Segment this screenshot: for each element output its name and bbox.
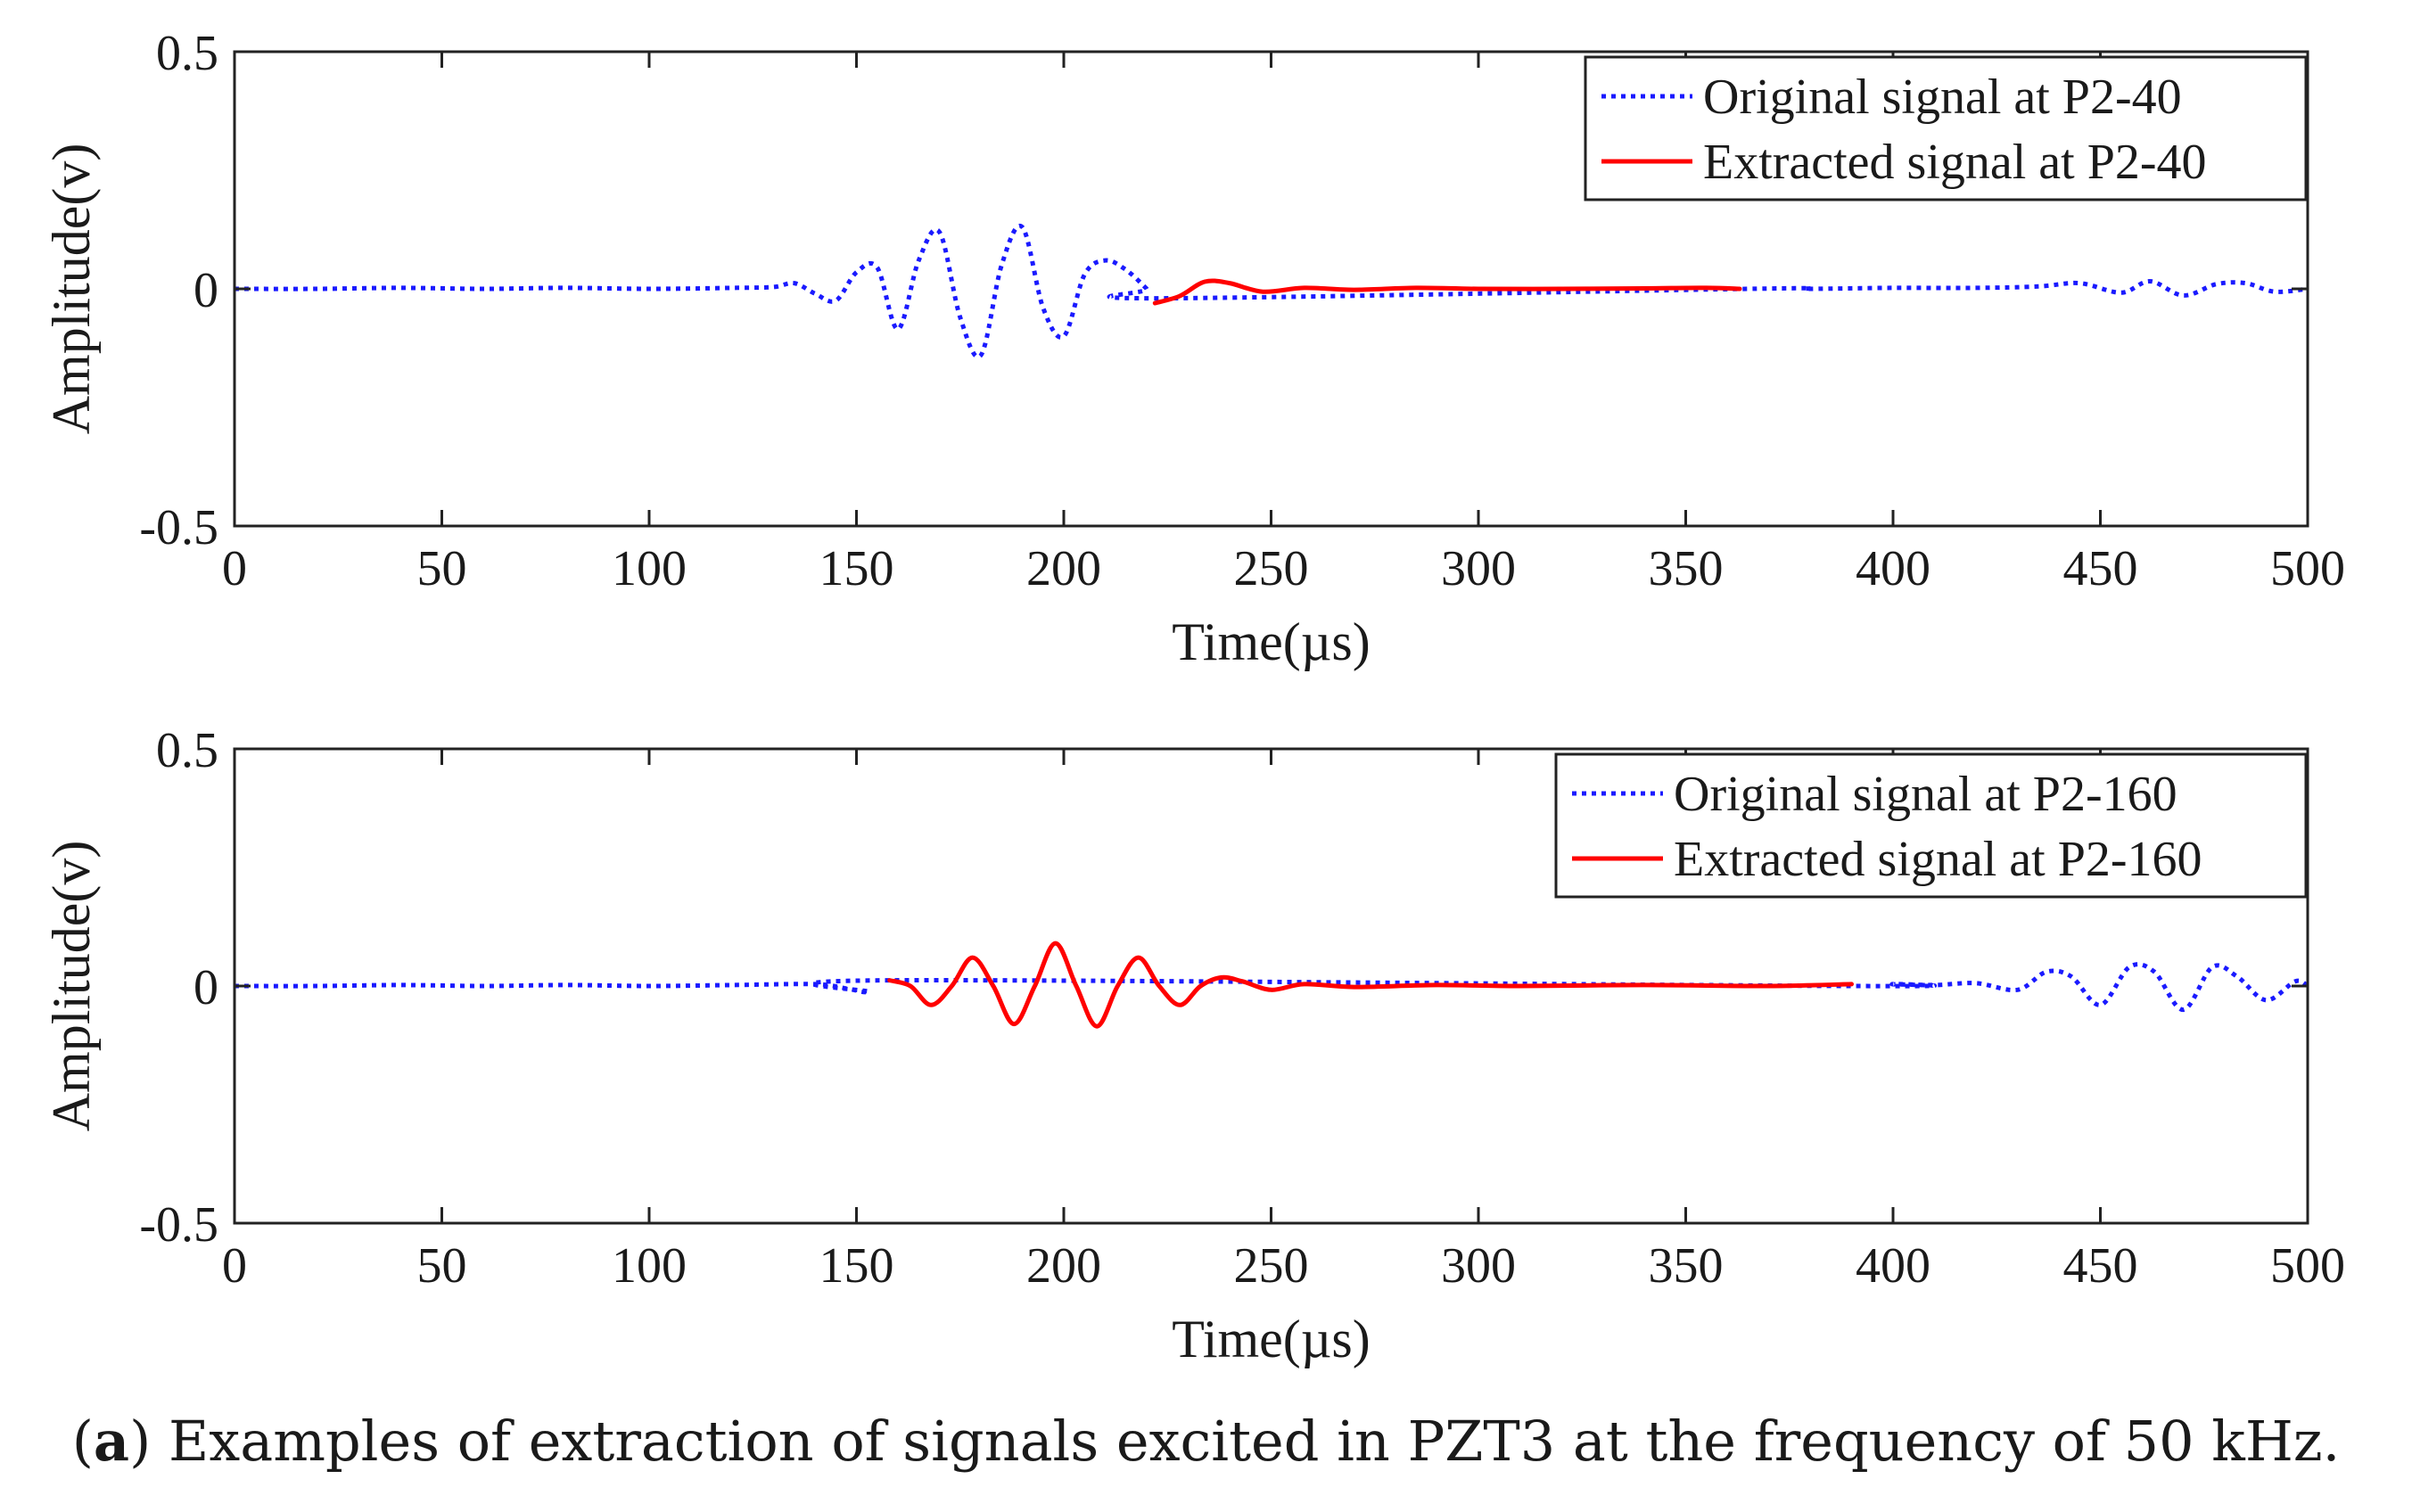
series-extracted-line	[887, 941, 1854, 1029]
x-tick-label: 150	[819, 1238, 894, 1294]
caption-text: Examples of extraction of signals excite…	[169, 1409, 2341, 1474]
x-tick-label: 300	[1441, 1238, 1516, 1294]
x-axis-title: Time(µs)	[1172, 612, 1370, 671]
x-tick-label: 150	[819, 541, 894, 596]
legend-label-original: Original signal at P2-160	[1674, 767, 2177, 822]
caption-label: a	[93, 1409, 130, 1474]
y-tick-label: -0.5	[139, 500, 218, 555]
x-tick-label: 500	[2270, 1238, 2345, 1294]
y-tick-label: 0.5	[156, 723, 218, 778]
x-tick-label: 200	[1026, 1238, 1101, 1294]
y-axis-title: Amplitude(v)	[42, 841, 101, 1132]
x-tick-label: 200	[1026, 541, 1101, 596]
x-tick-label: 100	[612, 1238, 687, 1294]
x-tick-label: 350	[1649, 541, 1724, 596]
series-original-line	[234, 962, 2309, 1013]
y-axis-title: Amplitude(v)	[42, 144, 101, 435]
legend-label-extracted: Extracted signal at P2-40	[1703, 135, 2207, 190]
series-layer	[234, 941, 2309, 1029]
x-tick-label: 350	[1649, 1238, 1724, 1294]
y-tick-label: 0.5	[156, 26, 218, 81]
chart-panel-bottom: 0 50 100 150 200 250 300 350 400 450 500-0.500.5 T…	[42, 723, 2345, 1368]
legend-box	[1584, 55, 2308, 201]
x-tick-label: 250	[1234, 541, 1309, 596]
x-tick-label: 100	[612, 541, 687, 596]
ticks	[233, 747, 2309, 1225]
x-tick-label: 450	[2063, 1238, 2138, 1294]
x-tick-label: 50	[417, 541, 467, 596]
x-tick-label: 50	[417, 1238, 467, 1294]
series-layer	[234, 223, 2309, 359]
x-tick-label: 0	[222, 541, 247, 596]
figure-caption: (a) Examples of extraction of signals ex…	[71, 1409, 2341, 1474]
legend-box	[1554, 752, 2308, 899]
legend: Original signal at P2-40 Extracted signa…	[1584, 55, 2308, 201]
x-tick-label: 400	[1856, 541, 1930, 596]
x-tick-label: 300	[1441, 541, 1516, 596]
y-tick-label: 0	[193, 263, 218, 318]
x-tick-label: 400	[1856, 1238, 1930, 1294]
x-tick-label: 450	[2063, 541, 2138, 596]
y-tick-label: 0	[193, 960, 218, 1015]
x-tick-label: 0	[222, 1238, 247, 1294]
x-tick-label: 500	[2270, 541, 2345, 596]
tick-labels: 0 50 100 150 200 250 300 350 400 450 500-0.500.5	[139, 723, 2345, 1294]
legend: Original signal at P2-160 Extracted sign…	[1554, 752, 2308, 899]
y-tick-label: -0.5	[139, 1197, 218, 1253]
figure: 0 50 100 150 200 250 300 350 400 450 500-0.500.5 T…	[42, 26, 2345, 1368]
tick-labels: 0 50 100 150 200 250 300 350 400 450 500-0.500.5	[139, 26, 2345, 596]
series-original-line	[234, 223, 2309, 359]
legend-label-original: Original signal at P2-40	[1703, 70, 2182, 125]
legend-label-extracted: Extracted signal at P2-160	[1674, 832, 2202, 887]
x-axis-title: Time(µs)	[1172, 1310, 1370, 1368]
x-tick-label: 250	[1234, 1238, 1309, 1294]
series-extracted-line	[1152, 278, 1742, 306]
chart-panel-top: 0 50 100 150 200 250 300 350 400 450 500-0.500.5 T…	[42, 26, 2345, 671]
